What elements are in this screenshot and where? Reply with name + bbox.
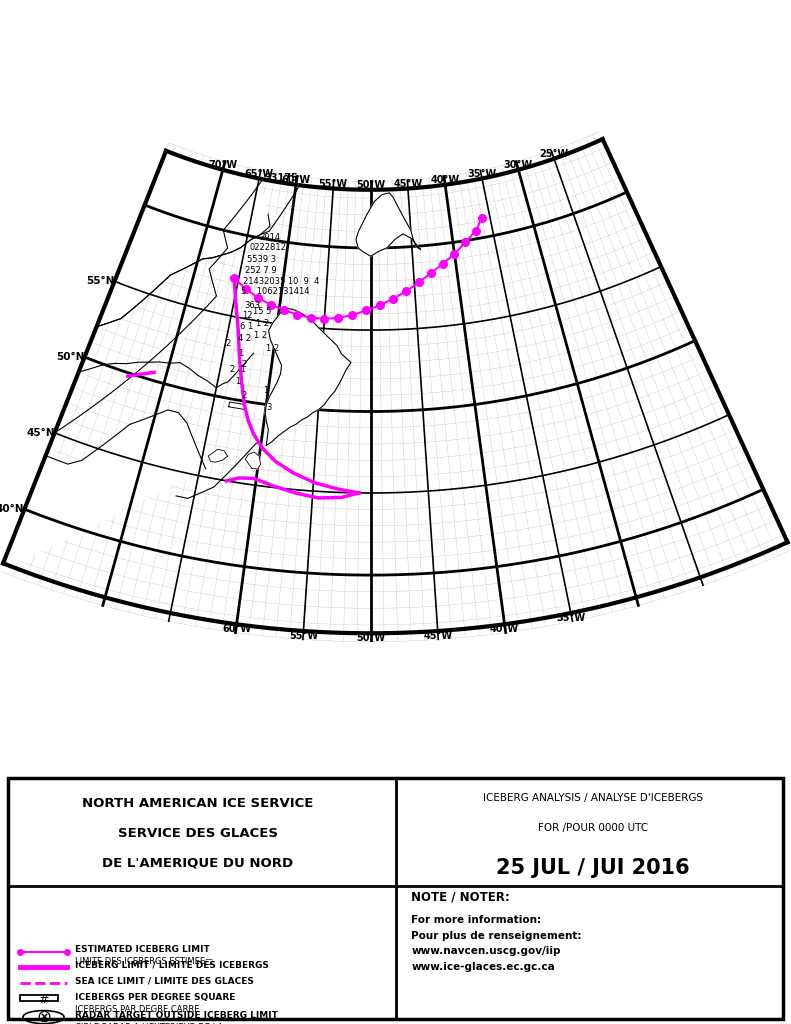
Polygon shape xyxy=(97,151,270,327)
Polygon shape xyxy=(208,450,228,462)
Text: 2  1: 2 1 xyxy=(230,365,246,374)
Text: 30°W: 30°W xyxy=(504,160,533,170)
Text: 2: 2 xyxy=(241,359,247,369)
Text: 35°W: 35°W xyxy=(556,613,585,623)
Text: SERVICE DES GLACES: SERVICE DES GLACES xyxy=(118,826,278,840)
Text: 363: 363 xyxy=(244,301,260,310)
Polygon shape xyxy=(229,402,245,410)
Text: 45°W: 45°W xyxy=(393,178,422,188)
Text: 15 5: 15 5 xyxy=(252,307,271,316)
Text: 70°W: 70°W xyxy=(208,160,237,170)
Text: NORTH AMERICAN ICE SERVICE: NORTH AMERICAN ICE SERVICE xyxy=(82,797,313,810)
Text: 65°W: 65°W xyxy=(244,169,274,178)
Text: 1 2: 1 2 xyxy=(255,331,267,340)
Text: 2: 2 xyxy=(241,391,247,400)
Text: LIMITE DES ICEBERGS ESTIMEE□: LIMITE DES ICEBERGS ESTIMEE□ xyxy=(75,957,213,966)
Text: DE L'AMERIQUE DU NORD: DE L'AMERIQUE DU NORD xyxy=(102,857,293,870)
Text: 21432035 10  9  4: 21432035 10 9 4 xyxy=(243,278,319,286)
Text: 55°W: 55°W xyxy=(289,631,318,641)
Text: 45°W: 45°W xyxy=(423,631,452,641)
Text: 3: 3 xyxy=(266,403,271,413)
Text: SEA ICE LIMIT / LIMITE DES GLACES: SEA ICE LIMIT / LIMITE DES GLACES xyxy=(75,976,254,985)
Text: 40°W: 40°W xyxy=(430,175,460,184)
Text: 6 1: 6 1 xyxy=(240,323,254,332)
Text: 1: 1 xyxy=(263,386,268,395)
Text: 12: 12 xyxy=(243,311,253,321)
Text: 0222812: 0222812 xyxy=(249,244,286,252)
Text: 2: 2 xyxy=(225,339,231,347)
Text: 1 2: 1 2 xyxy=(256,319,270,329)
Text: 3914: 3914 xyxy=(259,233,281,243)
Text: 1 2: 1 2 xyxy=(266,344,279,353)
Polygon shape xyxy=(356,193,420,256)
Polygon shape xyxy=(265,308,351,445)
Text: 4 2: 4 2 xyxy=(238,334,252,343)
Text: ESTIMATED ICEBERG LIMIT: ESTIMATED ICEBERG LIMIT xyxy=(75,945,210,954)
Text: 50°N: 50°N xyxy=(56,352,85,362)
Text: #: # xyxy=(38,992,49,1006)
Text: 33175: 33175 xyxy=(264,173,298,182)
Text: 50°W: 50°W xyxy=(356,633,385,643)
Text: 55°W: 55°W xyxy=(319,178,348,188)
Text: NOTE / NOTER:: NOTE / NOTER: xyxy=(411,890,510,903)
Text: ICEBERG ANALYSIS / ANALYSE D'ICEBERGS: ICEBERG ANALYSIS / ANALYSE D'ICEBERGS xyxy=(483,794,703,803)
Text: 1: 1 xyxy=(236,377,240,386)
Text: CIBLE RADAR A L'EXTERIEUR DE LA
LIMITE DES ICEBERGS: CIBLE RADAR A L'EXTERIEUR DE LA LIMITE D… xyxy=(75,1023,223,1024)
Text: 60°W: 60°W xyxy=(222,625,251,634)
Text: 40°W: 40°W xyxy=(490,625,519,634)
Text: 5539 3: 5539 3 xyxy=(247,255,276,263)
Text: 60°W: 60°W xyxy=(282,175,311,184)
Text: FOR /POUR 0000 UTC: FOR /POUR 0000 UTC xyxy=(538,823,649,834)
Text: 35°W: 35°W xyxy=(467,169,497,178)
Text: ICEBERG LIMIT / LIMITE DES ICEBERGS: ICEBERG LIMIT / LIMITE DES ICEBERGS xyxy=(75,961,269,970)
Text: ICEBERGS PAR DEGRE CARRE: ICEBERGS PAR DEGRE CARRE xyxy=(75,1005,199,1014)
Text: ⊗: ⊗ xyxy=(36,1008,51,1024)
Text: 25°W: 25°W xyxy=(539,148,569,159)
Text: RADAR TARGET OUTSIDE ICEBERG LIMIT: RADAR TARGET OUTSIDE ICEBERG LIMIT xyxy=(75,1011,278,1020)
Text: 252 7 9: 252 7 9 xyxy=(245,266,277,274)
Text: 55°N: 55°N xyxy=(86,276,115,287)
Polygon shape xyxy=(0,410,206,571)
Polygon shape xyxy=(245,453,260,469)
Text: 25 JUL / JUI 2016: 25 JUL / JUI 2016 xyxy=(497,858,690,879)
Text: 40°N: 40°N xyxy=(0,504,25,514)
Text: 5    1062131414: 5 1062131414 xyxy=(240,287,309,296)
Text: For more information:
Pour plus de renseignement:
www.navcen.uscg.gov/iip
www.ic: For more information: Pour plus de rense… xyxy=(411,915,582,972)
Text: ICEBERGS PER DEGREE SQUARE: ICEBERGS PER DEGREE SQUARE xyxy=(75,992,236,1001)
Text: 50°W: 50°W xyxy=(356,180,385,189)
Text: 1: 1 xyxy=(238,349,244,358)
Text: 45°N: 45°N xyxy=(26,428,55,438)
